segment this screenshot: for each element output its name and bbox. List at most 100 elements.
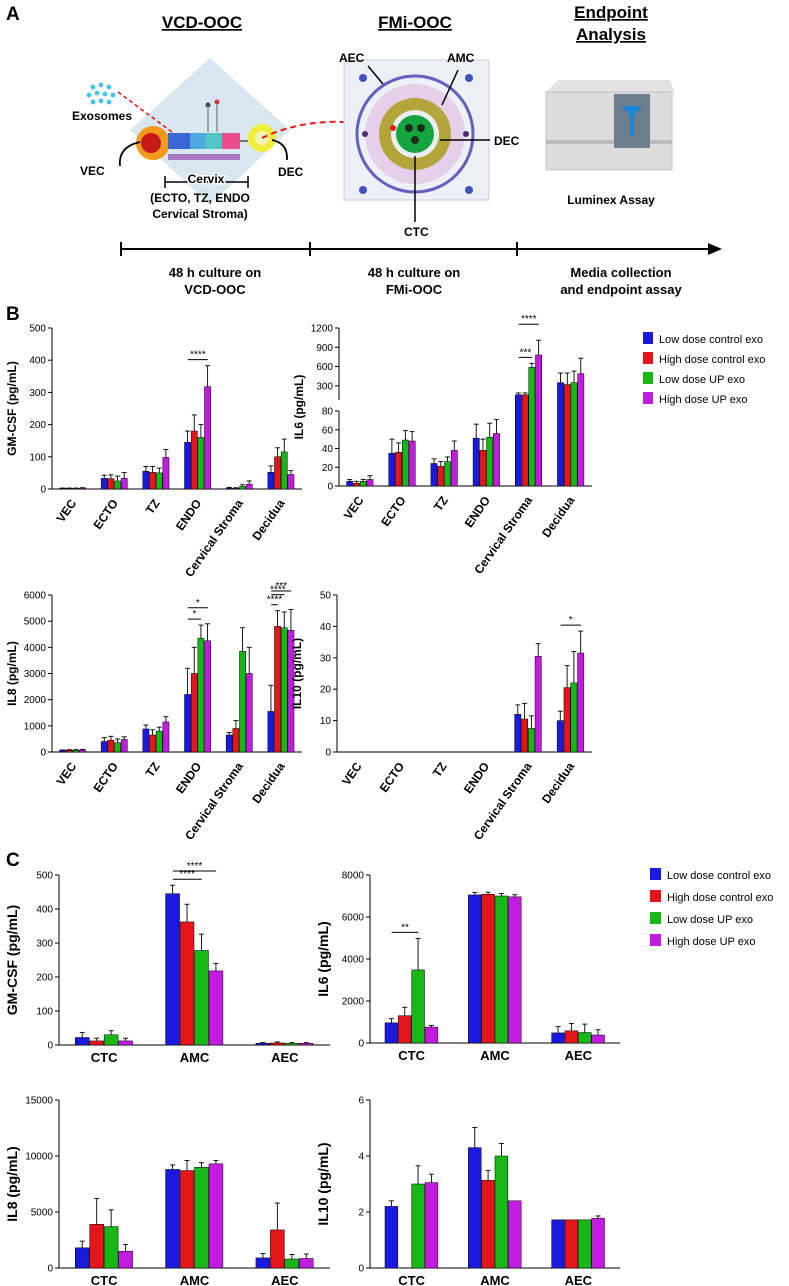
cervix-label: Cervix <box>188 172 225 186</box>
bar-B1-5-1 <box>274 456 281 490</box>
bar-B4-5-3 <box>577 652 585 753</box>
vcd-ooc-header: VCD-OOC <box>162 13 242 32</box>
legend-c-swatch-1 <box>650 890 661 902</box>
bar-B2-2-3 <box>450 450 458 487</box>
timeline-1-line2: VCD-OOC <box>184 282 246 297</box>
x-label-C3-1: AMC <box>180 1273 210 1286</box>
bar-B2-5-3 <box>577 373 585 487</box>
bar-B2-1-0 <box>388 452 396 487</box>
bar-B3-3-3 <box>204 640 211 753</box>
bar-B2-1-2 <box>402 439 409 487</box>
y-tick-label-B3-5: 5000 <box>24 617 47 628</box>
timeline <box>120 242 722 256</box>
x-label-B1-3: ENDO <box>173 497 204 533</box>
y-axis-title-C4: IL10 (pg/mL) <box>315 1142 331 1225</box>
x-label-B1-5: Decidua <box>249 496 287 543</box>
bar-B3-3-0 <box>184 694 191 753</box>
y-tick-label-B2-6: 600 <box>316 362 333 373</box>
x-label-B1-0: VEC <box>54 496 80 525</box>
y-tick-label-C2-0: 0 <box>358 1039 364 1050</box>
x-label-B3-3: ENDO <box>173 760 204 796</box>
bar-B2-4-0 <box>515 394 522 487</box>
bar-B2-0-1 <box>353 482 360 487</box>
bar-B3-4-3 <box>245 673 253 753</box>
bar-B3-0-2 <box>72 749 80 753</box>
bar-B1-1-0 <box>100 478 108 490</box>
luminex-instrument <box>545 80 675 171</box>
bar-B2-1-3 <box>408 440 416 487</box>
x-label-B4-0: VEC <box>339 759 365 788</box>
x-label-B4-3: ENDO <box>461 760 492 796</box>
bar-C1-0-0 <box>75 1037 90 1046</box>
bar-B1-3-0 <box>184 442 191 490</box>
bar-B3-2-0 <box>142 728 150 753</box>
sig-label-C1-1: **** <box>187 861 203 872</box>
y-tick-label-B4-0: 0 <box>325 748 331 759</box>
bar-C4-2-1 <box>564 1219 579 1269</box>
legend-b-label-0: Low dose control exo <box>659 334 763 346</box>
bar-B4-5-0 <box>556 720 564 753</box>
y-tick-label-C2-2: 4000 <box>342 955 365 966</box>
endpoint-header-line1: Endpoint <box>574 3 648 22</box>
y-axis-title-B2: IL6 (pg/mL) <box>292 375 306 440</box>
bar-C2-0-3 <box>424 1026 439 1044</box>
bar-B3-1-1 <box>107 739 115 753</box>
bar-B1-5-3 <box>287 474 295 490</box>
dec-right-label: DEC <box>494 134 520 148</box>
bar-B3-0-0 <box>59 750 66 753</box>
bar-B1-0-3 <box>79 487 86 490</box>
panel-a-letter: A <box>6 4 20 25</box>
y-tick-label-B3-1: 1000 <box>24 721 47 732</box>
bar-C2-0-0 <box>384 1022 399 1044</box>
chart-C2: 0 2000 4000 6000 8000 IL6 (pg/mL) CTC AMC AEC ** <box>315 871 620 1063</box>
bar-B3-0-3 <box>79 749 86 753</box>
y-tick-label-C2-4: 8000 <box>342 871 365 882</box>
bar-B1-2-2 <box>155 472 163 490</box>
y-tick-label-C1-5: 500 <box>36 871 53 882</box>
bar-B2-5-2 <box>570 382 578 487</box>
bar-B2-0-2 <box>359 481 367 487</box>
bar-C2-1-3 <box>508 896 522 1044</box>
bar-C2-2-0 <box>551 1032 565 1044</box>
timeline-3-line1: Media collection <box>570 265 671 280</box>
chart-C1: 0 100 200 300 400 500 GM-CSF (pg/mL) CTC AMC AEC *… <box>4 861 330 1065</box>
y-tick-label-B1-4: 400 <box>29 356 46 367</box>
bar-C1-0-2 <box>103 1034 119 1046</box>
bar-C2-1-0 <box>468 894 482 1044</box>
bar-C3-0-3 <box>118 1250 133 1269</box>
legend-b-swatch-0 <box>643 332 653 344</box>
bar-B1-5-0 <box>267 472 275 490</box>
bar-B4-4-0 <box>514 714 522 753</box>
y-tick-label-B2-3: 60 <box>322 425 334 436</box>
y-tick-label-B1-3: 300 <box>29 388 46 399</box>
y-tick-label-C1-4: 400 <box>36 905 53 916</box>
bar-C2-0-2 <box>411 969 425 1044</box>
legend-b-swatch-3 <box>643 392 653 404</box>
bar-C4-1-0 <box>468 1147 482 1269</box>
bar-C3-0-2 <box>103 1226 119 1269</box>
y-tick-label-C4-1: 2 <box>358 1208 364 1219</box>
x-label-B2-2: TZ <box>431 494 451 514</box>
bar-B2-5-1 <box>563 384 571 487</box>
legend-b-swatch-2 <box>643 372 653 384</box>
x-label-B3-1: ECTO <box>90 760 120 795</box>
exosome-arrow <box>117 91 173 133</box>
bar-B3-5-1 <box>274 626 281 753</box>
legend-c: Low dose control exo High dose control e… <box>650 868 773 948</box>
sig-label-B3-0: * <box>193 609 197 620</box>
bar-B4-4-1 <box>521 718 529 753</box>
panel-b-letter: B <box>6 304 20 325</box>
x-label-C1-1: AMC <box>180 1050 210 1065</box>
bar-B2-2-1 <box>437 466 445 487</box>
y-tick-label-B3-3: 3000 <box>24 669 47 680</box>
chart-B1: 0 100 200 300 400 500 GM-CSF (pg/mL) VEC ECTO TZ E… <box>5 324 302 580</box>
bar-C4-1-3 <box>508 1200 522 1269</box>
bar-C3-2-2 <box>284 1258 300 1269</box>
y-axis-title-B1: GM-CSF (pg/mL) <box>5 361 19 456</box>
y-axis-title-B3: IL8 (pg/mL) <box>5 641 19 706</box>
exosomes-cluster <box>86 82 116 105</box>
vcd-ooc-device <box>130 58 290 205</box>
bar-C3-2-0 <box>255 1257 271 1269</box>
timeline-2-line2: FMi-OOC <box>386 282 443 297</box>
